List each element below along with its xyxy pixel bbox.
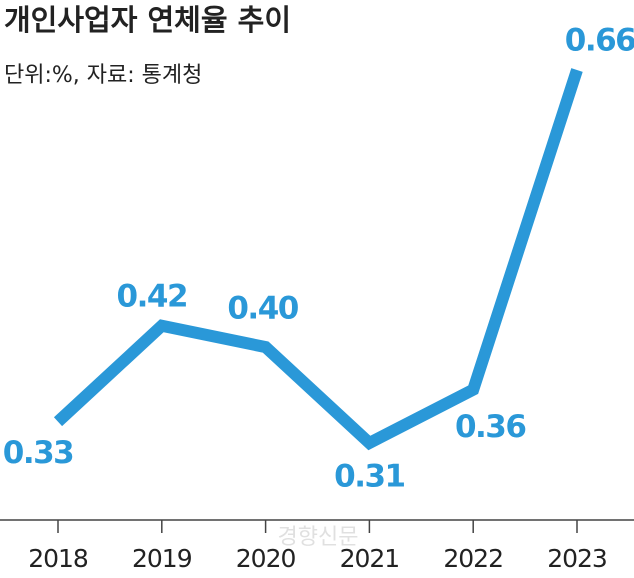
watermark: 경향신문 bbox=[278, 525, 359, 550]
value-label: 0.36 bbox=[455, 409, 526, 445]
value-label: 0.31 bbox=[334, 459, 405, 495]
value-label: 0.42 bbox=[117, 278, 188, 314]
x-tick-label: 2023 bbox=[547, 544, 607, 573]
value-label: 0.33 bbox=[3, 435, 74, 471]
chart-subtitle: 단위:%, 자료: 통계청 bbox=[4, 63, 202, 88]
x-tick-label: 2018 bbox=[28, 544, 88, 573]
value-label: 0.40 bbox=[227, 291, 298, 327]
x-tick-label: 2021 bbox=[340, 544, 400, 573]
value-label: 0.66 bbox=[565, 23, 634, 59]
x-tick-label: 2022 bbox=[443, 544, 503, 573]
x-tick-label: 2019 bbox=[132, 544, 192, 573]
chart-title: 개인사업자 연체율 추이 bbox=[4, 3, 291, 37]
data-line bbox=[53, 68, 583, 451]
x-tick-label: 2020 bbox=[236, 544, 296, 573]
